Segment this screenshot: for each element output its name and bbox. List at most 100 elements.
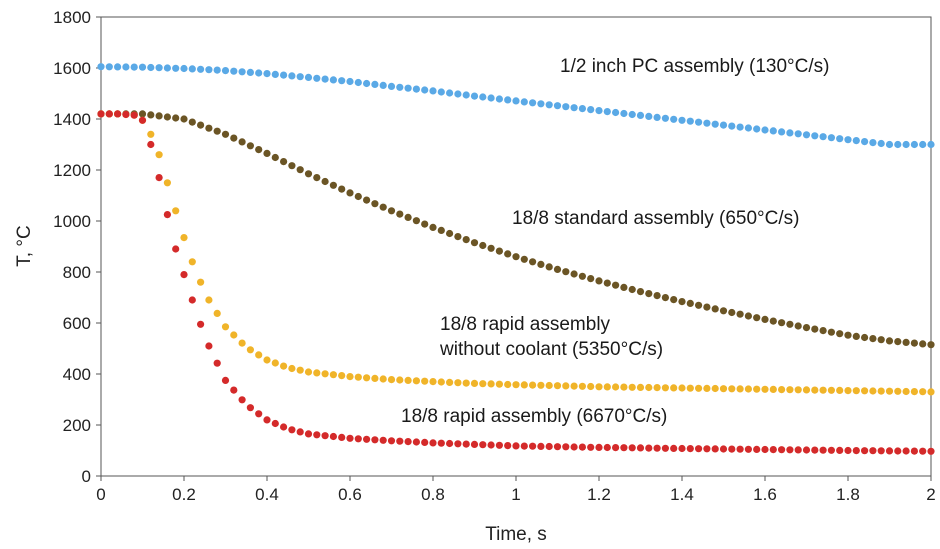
data-point-rapid <box>470 440 479 448</box>
data-point-rapid <box>653 444 661 452</box>
data-point-pc <box>578 105 587 113</box>
data-point-without_coolant <box>628 383 636 391</box>
data-point-pc <box>802 131 811 139</box>
data-point-standard <box>620 283 628 291</box>
data-point-without_coolant <box>894 387 902 395</box>
data-point-pc <box>927 140 935 149</box>
data-point-standard <box>645 290 653 298</box>
data-point-pc <box>570 104 578 112</box>
data-point-rapid <box>122 110 130 119</box>
data-point-pc <box>205 66 213 74</box>
data-point-without_coolant <box>670 384 678 392</box>
annotation-without-coolant: 18/8 rapid assembly without coolant (535… <box>439 314 663 360</box>
data-point-standard <box>703 303 711 311</box>
annotation-rapid: 18/8 rapid assembly (6670°C/s) <box>401 406 667 427</box>
data-point-standard <box>695 301 703 309</box>
data-point-rapid <box>230 386 238 394</box>
data-point-standard <box>263 149 271 157</box>
data-point-standard <box>636 288 645 296</box>
data-point-rapid <box>670 444 678 452</box>
data-point-without_coolant <box>703 384 711 392</box>
data-point-standard <box>495 247 503 255</box>
x-tick-label: 1.8 <box>836 485 860 504</box>
data-point-standard <box>869 335 877 343</box>
data-point-standard <box>412 217 420 225</box>
data-point-without_coolant <box>861 387 869 395</box>
data-point-pc <box>321 75 329 83</box>
data-point-without_coolant <box>512 381 520 389</box>
data-point-pc <box>246 68 254 76</box>
data-point-rapid <box>794 446 802 454</box>
data-point-standard <box>861 333 869 342</box>
data-point-without_coolant <box>620 383 628 391</box>
data-point-standard <box>205 124 213 132</box>
data-point-without_coolant <box>529 381 537 389</box>
data-point-standard <box>545 263 553 271</box>
data-point-standard <box>910 339 919 347</box>
data-point-pc <box>271 70 279 78</box>
data-point-pc <box>744 124 753 132</box>
data-point-without_coolant <box>919 388 927 396</box>
data-point-rapid <box>338 433 346 441</box>
data-point-without_coolant <box>844 387 852 395</box>
data-point-without_coolant <box>927 388 935 396</box>
data-point-rapid <box>529 442 537 450</box>
data-point-standard <box>271 153 279 162</box>
data-point-rapid <box>437 439 445 447</box>
data-point-pc <box>462 91 470 99</box>
data-point-without_coolant <box>230 331 238 339</box>
data-point-standard <box>172 114 180 122</box>
data-point-without_coolant <box>172 207 180 215</box>
data-point-standard <box>794 322 802 330</box>
x-tick-label: 1.6 <box>753 485 777 504</box>
data-point-pc <box>114 63 122 71</box>
data-point-pc <box>280 71 288 79</box>
data-point-without_coolant <box>728 385 736 393</box>
data-point-without_coolant <box>661 384 670 392</box>
x-tick-label: 1 <box>511 485 520 504</box>
data-point-standard <box>520 255 528 263</box>
data-point-pc <box>728 122 736 130</box>
data-point-standard <box>678 298 686 306</box>
data-point-standard <box>429 223 437 231</box>
data-point-rapid <box>919 447 927 455</box>
data-point-standard <box>338 185 346 193</box>
data-point-without_coolant <box>296 366 304 374</box>
data-point-rapid <box>296 428 304 436</box>
data-point-standard <box>553 265 562 273</box>
data-point-without_coolant <box>487 380 495 388</box>
data-point-pc <box>163 64 171 72</box>
data-point-standard <box>246 142 254 150</box>
data-point-rapid <box>570 443 578 451</box>
data-point-rapid <box>786 446 794 454</box>
data-point-pc <box>147 63 155 72</box>
data-point-rapid <box>769 446 777 454</box>
data-point-without_coolant <box>686 384 694 392</box>
data-point-standard <box>147 111 155 119</box>
data-point-rapid <box>454 440 462 448</box>
data-point-without_coolant <box>304 368 313 376</box>
data-point-rapid <box>396 437 404 445</box>
data-point-pc <box>836 135 844 143</box>
data-point-pc <box>288 72 296 80</box>
data-point-pc <box>437 88 445 96</box>
data-point-pc <box>769 127 777 135</box>
data-point-rapid <box>537 442 545 450</box>
data-point-standard <box>313 174 321 182</box>
annotation-rapid-line-1: 18/8 rapid assembly (6670°C/s) <box>401 406 667 427</box>
data-point-standard <box>446 229 454 238</box>
data-point-without_coolant <box>421 377 429 385</box>
x-tick-label: 0.8 <box>421 485 445 504</box>
data-point-rapid <box>695 445 703 453</box>
data-point-rapid <box>346 434 354 442</box>
data-point-standard <box>363 196 371 204</box>
data-point-standard <box>188 118 196 126</box>
data-point-rapid <box>844 446 852 455</box>
data-point-rapid <box>852 447 860 455</box>
data-point-standard <box>562 268 570 276</box>
x-axis-ticks: 0 0.2 0.4 0.6 0.8 1 1.2 1.4 1.6 1.8 2 <box>96 476 936 504</box>
data-point-without_coolant <box>653 384 661 392</box>
data-point-rapid <box>885 447 894 455</box>
data-point-standard <box>462 236 470 244</box>
data-point-without_coolant <box>437 378 445 386</box>
